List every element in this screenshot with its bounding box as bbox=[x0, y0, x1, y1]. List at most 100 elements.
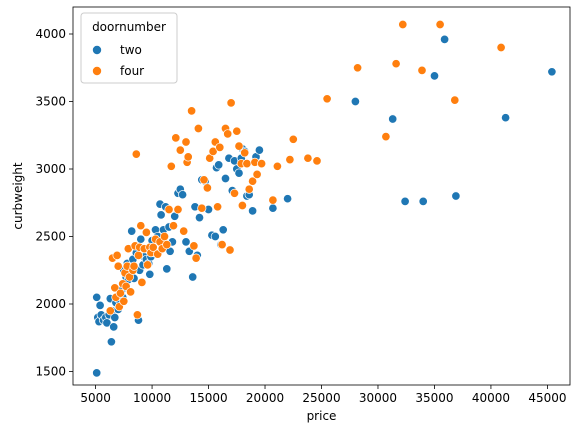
point-four bbox=[141, 227, 151, 237]
y-axis-ticks: 1500 2000 2500 3000 3500 4000 bbox=[35, 27, 73, 379]
point-four bbox=[381, 132, 391, 142]
point-four bbox=[242, 159, 252, 169]
x-tick-label: 40000 bbox=[472, 391, 510, 405]
x-axis-ticks: 5000 10000 15000 20000 25000 30000 35000 40000 4… bbox=[80, 385, 567, 405]
point-four bbox=[173, 204, 183, 215]
point-four bbox=[244, 184, 254, 194]
y-tick-label: 1500 bbox=[35, 365, 66, 379]
point-two bbox=[194, 213, 205, 223]
plot-area bbox=[92, 19, 557, 378]
point-four bbox=[132, 310, 142, 320]
point-four bbox=[288, 134, 298, 144]
point-four bbox=[450, 95, 460, 105]
legend-title: doornumber bbox=[92, 20, 166, 34]
point-four bbox=[240, 148, 250, 158]
point-four bbox=[189, 241, 199, 251]
point-four bbox=[193, 123, 203, 134]
point-two bbox=[218, 225, 228, 235]
point-four bbox=[248, 176, 258, 186]
legend-marker-four bbox=[92, 66, 103, 77]
point-four bbox=[496, 42, 506, 53]
point-two bbox=[156, 210, 166, 220]
point-four bbox=[215, 142, 225, 152]
point-four bbox=[208, 146, 218, 156]
y-tick-label: 2500 bbox=[35, 230, 66, 244]
point-two bbox=[451, 191, 461, 201]
point-four bbox=[237, 200, 247, 211]
point-four bbox=[105, 306, 115, 316]
point-four bbox=[268, 195, 278, 205]
point-two bbox=[106, 337, 116, 347]
point-two bbox=[178, 190, 188, 200]
point-two bbox=[429, 71, 440, 81]
point-four bbox=[143, 260, 153, 270]
legend-label-four: four bbox=[120, 64, 144, 78]
point-four bbox=[285, 155, 295, 165]
point-two bbox=[350, 96, 360, 107]
point-four bbox=[191, 253, 201, 263]
point-four bbox=[129, 261, 139, 271]
x-tick-label: 10000 bbox=[133, 391, 171, 405]
y-tick-label: 3000 bbox=[35, 162, 66, 176]
point-four bbox=[168, 221, 179, 231]
point-four bbox=[322, 94, 332, 104]
point-four bbox=[229, 188, 240, 198]
point-two bbox=[501, 113, 511, 123]
point-four bbox=[303, 153, 313, 163]
point-four bbox=[213, 202, 223, 212]
y-axis-label: curbweight bbox=[11, 162, 25, 230]
point-four bbox=[391, 59, 401, 69]
legend-box bbox=[80, 12, 178, 84]
x-tick-label: 45000 bbox=[528, 391, 566, 405]
point-four bbox=[234, 141, 244, 151]
point-two bbox=[283, 194, 293, 204]
point-two bbox=[234, 168, 244, 178]
point-four bbox=[226, 98, 236, 108]
point-four bbox=[137, 277, 147, 287]
point-two bbox=[92, 292, 102, 302]
point-four bbox=[435, 19, 445, 30]
point-four bbox=[202, 183, 212, 193]
point-four bbox=[112, 250, 122, 260]
point-four bbox=[179, 226, 189, 236]
point-four bbox=[223, 129, 233, 139]
point-two bbox=[162, 264, 172, 274]
point-four bbox=[131, 149, 141, 159]
point-two bbox=[547, 67, 557, 77]
point-four bbox=[181, 137, 191, 147]
point-two bbox=[248, 206, 258, 216]
point-four bbox=[171, 133, 181, 143]
legend: doornumber two four bbox=[80, 12, 178, 84]
point-four bbox=[115, 288, 125, 298]
x-tick-label: 25000 bbox=[302, 391, 340, 405]
y-tick-label: 2000 bbox=[35, 297, 66, 311]
point-two bbox=[188, 272, 198, 282]
point-four bbox=[398, 19, 408, 30]
point-four bbox=[232, 126, 242, 136]
y-tick-label: 3500 bbox=[35, 95, 66, 109]
point-four bbox=[164, 204, 174, 215]
point-four bbox=[159, 231, 170, 242]
x-tick-label: 15000 bbox=[189, 391, 227, 405]
legend-marker-two bbox=[92, 45, 103, 56]
point-four bbox=[217, 240, 227, 250]
point-two bbox=[418, 196, 428, 206]
point-two bbox=[440, 34, 450, 44]
x-tick-label: 20000 bbox=[246, 391, 284, 405]
point-two bbox=[110, 312, 120, 323]
point-four bbox=[199, 175, 209, 185]
point-two bbox=[92, 368, 102, 378]
point-two bbox=[400, 196, 410, 206]
x-tick-label: 5000 bbox=[80, 391, 111, 405]
point-two bbox=[109, 322, 119, 332]
point-four bbox=[197, 203, 207, 213]
point-four bbox=[126, 287, 136, 297]
point-four bbox=[162, 240, 172, 250]
point-four bbox=[166, 161, 176, 171]
point-two bbox=[214, 160, 224, 170]
y-tick-label: 4000 bbox=[35, 27, 66, 41]
point-four bbox=[136, 221, 146, 231]
x-tick-label: 30000 bbox=[359, 391, 397, 405]
legend-label-two: two bbox=[120, 43, 142, 57]
